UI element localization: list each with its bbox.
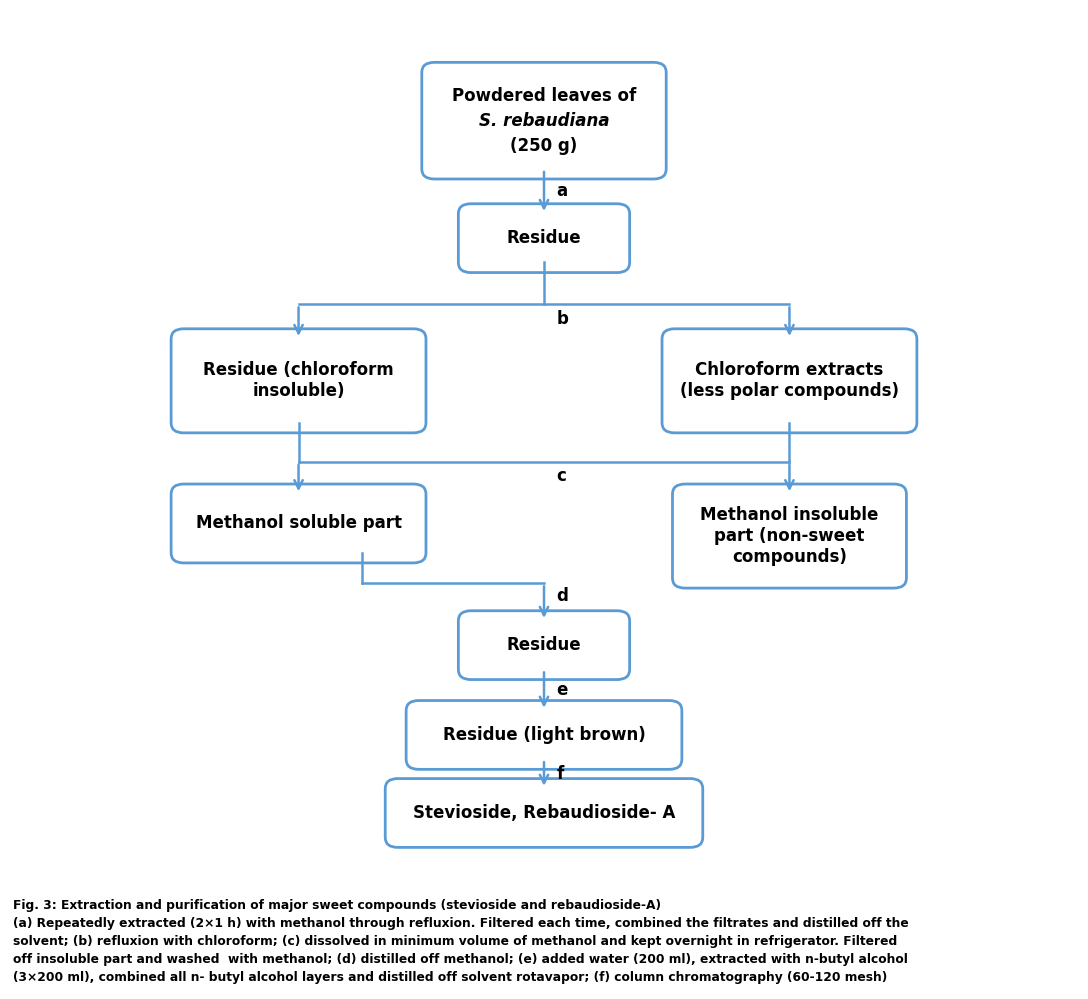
Text: (3×200 ml), combined all n- butyl alcohol layers and distilled off solvent rotav: (3×200 ml), combined all n- butyl alcoho…: [13, 971, 888, 984]
Text: Residue: Residue: [507, 636, 581, 654]
FancyBboxPatch shape: [171, 329, 426, 433]
Text: Residue: Residue: [507, 229, 581, 247]
FancyBboxPatch shape: [422, 62, 666, 179]
FancyBboxPatch shape: [662, 329, 917, 433]
FancyBboxPatch shape: [385, 778, 703, 847]
FancyBboxPatch shape: [458, 204, 630, 273]
Text: (250 g): (250 g): [510, 137, 578, 155]
Text: d: d: [557, 586, 568, 604]
Text: Methanol insoluble
part (non-sweet
compounds): Methanol insoluble part (non-sweet compo…: [701, 506, 879, 565]
Text: Fig. 3: Extraction and purification of major sweet compounds (stevioside and reb: Fig. 3: Extraction and purification of m…: [13, 899, 662, 912]
Text: solvent; (b) refluxion with chloroform; (c) dissolved in minimum volume of metha: solvent; (b) refluxion with chloroform; …: [13, 935, 898, 948]
Text: Stevioside, Rebaudioside- A: Stevioside, Rebaudioside- A: [412, 804, 676, 822]
FancyBboxPatch shape: [458, 610, 630, 679]
FancyBboxPatch shape: [171, 485, 426, 562]
Text: off insoluble part and washed  with methanol; (d) distilled off methanol; (e) ad: off insoluble part and washed with metha…: [13, 953, 907, 966]
Text: c: c: [557, 468, 567, 486]
Text: Methanol soluble part: Methanol soluble part: [196, 514, 401, 532]
Text: S. rebaudiana: S. rebaudiana: [479, 112, 609, 130]
FancyBboxPatch shape: [406, 700, 682, 769]
Text: b: b: [557, 310, 568, 328]
FancyBboxPatch shape: [672, 485, 906, 588]
Text: Chloroform extracts
(less polar compounds): Chloroform extracts (less polar compound…: [680, 362, 899, 401]
Text: f: f: [557, 765, 564, 783]
Text: (a) Repeatedly extracted (2×1 h) with methanol through refluxion. Filtered each : (a) Repeatedly extracted (2×1 h) with me…: [13, 917, 908, 930]
Text: Powdered leaves of: Powdered leaves of: [452, 87, 636, 105]
Text: e: e: [557, 681, 568, 699]
Text: a: a: [557, 183, 568, 201]
Text: Residue (chloroform
insoluble): Residue (chloroform insoluble): [203, 362, 394, 401]
Text: Residue (light brown): Residue (light brown): [443, 726, 645, 744]
